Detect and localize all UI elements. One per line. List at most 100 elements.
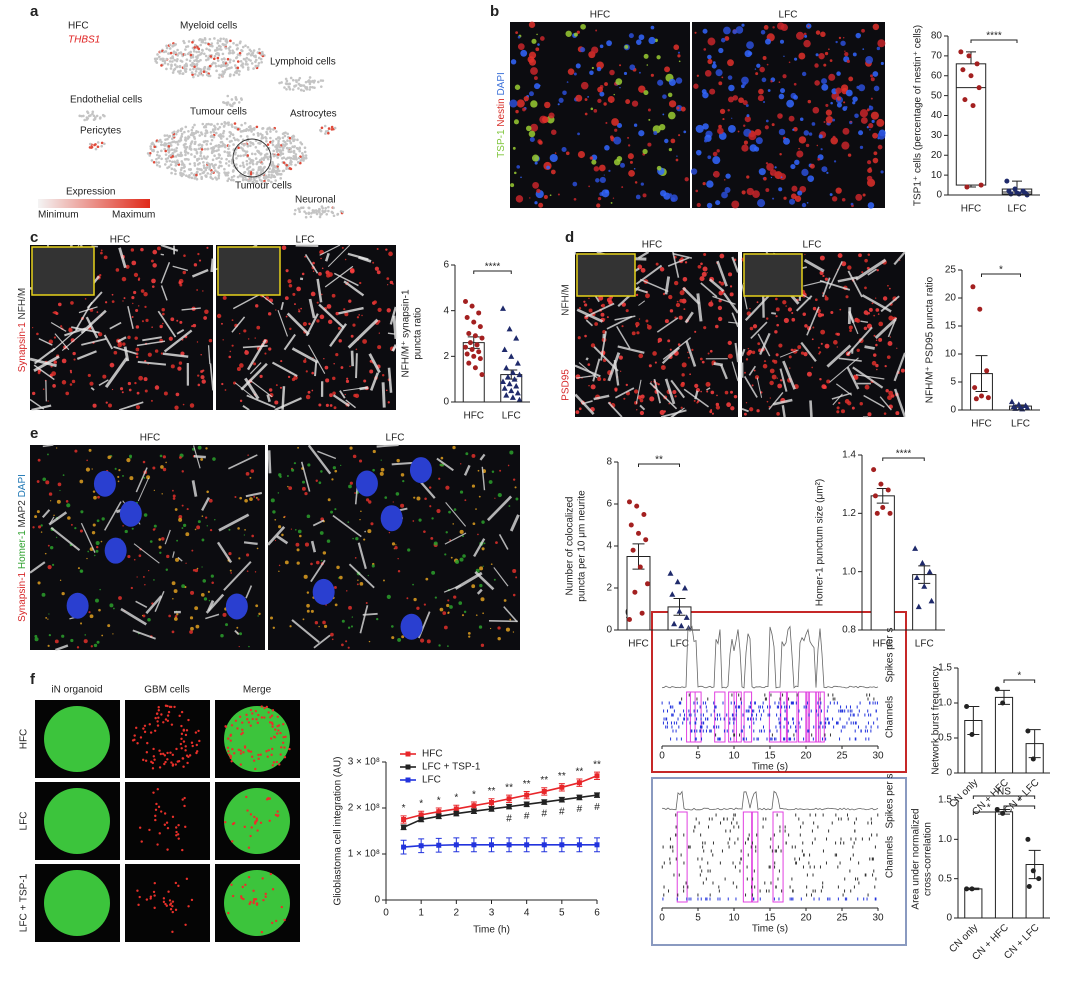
umap-cell xyxy=(248,161,252,165)
legend-gradient xyxy=(38,199,150,208)
micrograph-speck xyxy=(776,377,778,379)
fibre xyxy=(135,467,148,493)
micrograph-speck xyxy=(627,144,631,147)
micrograph-speck xyxy=(745,104,749,107)
micrograph-speck xyxy=(874,297,877,299)
micrograph-speck xyxy=(236,626,239,629)
column-label: HFC xyxy=(590,10,611,21)
umap-cell xyxy=(195,173,198,177)
umap-cell xyxy=(275,171,278,175)
micrograph-speck xyxy=(587,95,590,98)
micrograph-speck xyxy=(334,469,338,473)
umap-cell xyxy=(158,165,162,168)
umap-cell xyxy=(195,177,199,181)
umap-cell xyxy=(195,67,198,71)
micrograph-speck xyxy=(873,314,876,317)
micrograph-speck xyxy=(598,295,604,301)
umap-cell xyxy=(298,210,301,214)
gbm-cell xyxy=(255,718,258,721)
micrograph-speck xyxy=(130,586,133,590)
umap-cell xyxy=(156,53,159,56)
gbm-cell xyxy=(164,760,167,764)
micrograph-speck xyxy=(48,613,50,615)
micrograph-speck xyxy=(424,497,427,500)
gbm-cell xyxy=(184,749,187,752)
micrograph-speck xyxy=(66,503,71,508)
umap-cell xyxy=(188,59,192,63)
umap-cell xyxy=(258,47,261,51)
micrograph-speck xyxy=(722,118,725,121)
micrograph-speck xyxy=(228,355,232,359)
fibre xyxy=(117,336,127,343)
micrograph-speck xyxy=(114,467,117,470)
micrograph-speck xyxy=(479,566,484,571)
x-tick-label: HFC xyxy=(961,204,982,215)
fibre xyxy=(80,522,96,553)
data-point xyxy=(681,585,688,591)
umap-cell xyxy=(292,134,295,138)
umap-cell xyxy=(303,146,307,149)
umap-cell xyxy=(182,66,186,69)
significance-label: * xyxy=(472,789,476,800)
micrograph-speck xyxy=(780,114,783,117)
umap-cell xyxy=(250,152,254,156)
umap-cell xyxy=(240,142,244,146)
micrograph-speck xyxy=(480,643,485,647)
x-tick-label: 1 xyxy=(418,908,424,919)
micrograph-speck xyxy=(47,400,49,402)
fibre xyxy=(887,317,897,338)
umap-cell xyxy=(260,182,264,185)
significance-label: # xyxy=(541,809,547,820)
fibre xyxy=(250,380,273,398)
umap-cell xyxy=(182,166,186,169)
micrograph-speck xyxy=(71,379,76,384)
data-point xyxy=(919,559,926,566)
umap-cell xyxy=(211,158,215,162)
micrograph-speck xyxy=(573,32,578,37)
micrograph-speck xyxy=(395,544,397,546)
micrograph-speck xyxy=(895,411,900,416)
umap-cell xyxy=(176,130,179,134)
umap-cell xyxy=(238,174,242,178)
micrograph-speck xyxy=(700,390,702,393)
micrograph-speck xyxy=(186,508,189,511)
data-point xyxy=(628,522,634,528)
gbm-cell xyxy=(251,712,254,715)
umap-cell xyxy=(217,176,220,180)
micrograph-speck xyxy=(272,510,276,514)
micrograph-speck xyxy=(256,325,261,330)
umap-cell xyxy=(220,157,223,160)
micrograph-speck xyxy=(459,490,464,494)
y-tick-label: 0 xyxy=(374,895,380,906)
micrograph-speck xyxy=(285,269,289,273)
micrograph-speck xyxy=(873,334,876,337)
micrograph-speck xyxy=(295,542,300,547)
gbm-cell xyxy=(148,723,151,726)
fibre xyxy=(493,567,509,587)
fibre xyxy=(649,382,678,410)
fibre xyxy=(893,251,906,266)
micrograph-speck xyxy=(305,394,311,400)
micrograph-speck xyxy=(774,166,777,169)
umap-cell xyxy=(304,80,308,84)
umap-cell xyxy=(270,180,273,184)
umap-cell xyxy=(291,88,295,91)
gbm-cell xyxy=(250,755,254,758)
micrograph-speck xyxy=(640,182,644,186)
micrograph-speck xyxy=(109,603,114,608)
y-tick-label: 6 xyxy=(606,499,612,510)
micrograph-speck xyxy=(36,510,40,514)
umap-cell xyxy=(193,43,197,47)
micrograph-speck xyxy=(387,284,389,286)
umap-cell xyxy=(274,145,277,148)
micrograph-speck xyxy=(855,193,863,201)
umap-cell xyxy=(249,53,253,57)
micrograph-speck xyxy=(200,354,202,356)
fibre xyxy=(781,405,786,418)
micrograph-speck xyxy=(191,549,194,552)
umap-cell xyxy=(210,147,213,150)
gbm-cell xyxy=(266,755,269,758)
gbm-cell xyxy=(171,900,175,903)
micrograph-speck xyxy=(50,500,52,502)
umap-cell xyxy=(186,137,190,140)
